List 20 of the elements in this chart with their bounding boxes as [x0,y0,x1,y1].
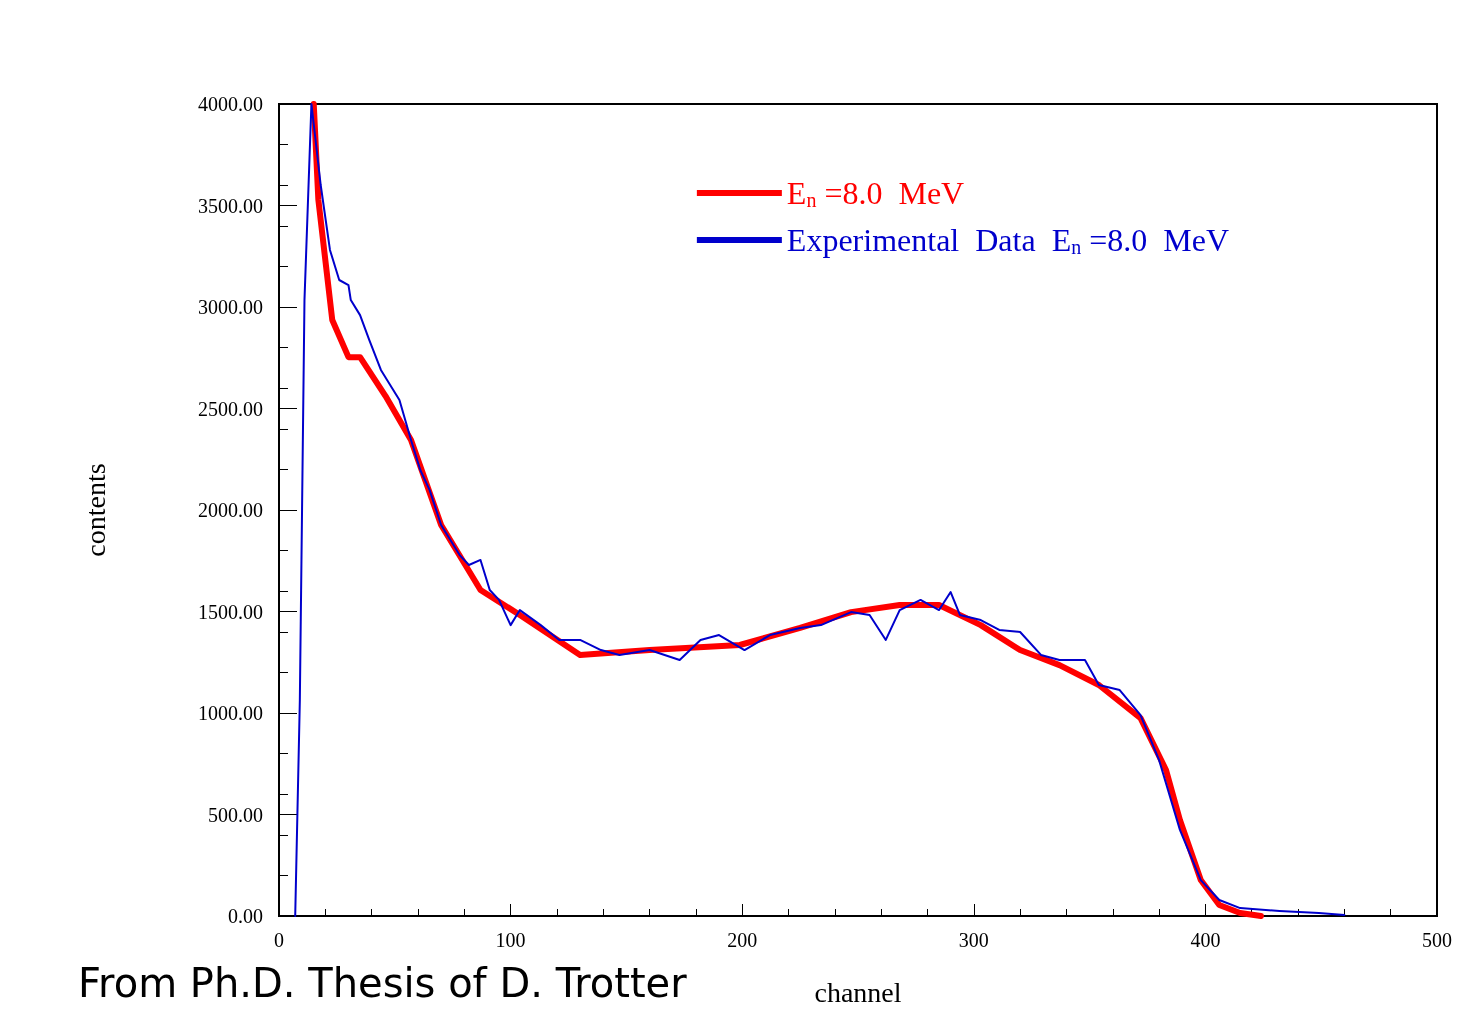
y-tick-label: 0.00 [228,905,263,927]
y-tick-label: 500.00 [208,803,263,826]
x-tick-label: 300 [958,929,989,951]
x-tick-label: 0 [274,929,284,951]
y-tick-label: 2000.00 [198,499,263,521]
x-axis-title: channel [814,976,902,1008]
x-tick-label: 400 [1190,929,1221,951]
y-tick-label: 3000.00 [198,296,263,318]
y-tick-label: 3500.00 [198,194,263,217]
y-tick-label: 2500.00 [198,397,263,420]
legend-label: Experimental Data En =8.0 MeV [786,222,1229,258]
y-tick-label: 4000.00 [198,93,263,115]
y-tick-label: 1500.00 [198,600,263,623]
x-tick-label: 500 [1422,929,1452,951]
legend-label: En =8.0 MeV [786,175,965,211]
y-axis-title: contents [79,463,111,557]
x-tick-label: 200 [727,929,758,951]
y-tick-label: 1000.00 [198,702,263,724]
x-tick-label: 100 [495,929,526,951]
text: From Ph.D. Thesis of D. Trotter [78,960,687,1006]
